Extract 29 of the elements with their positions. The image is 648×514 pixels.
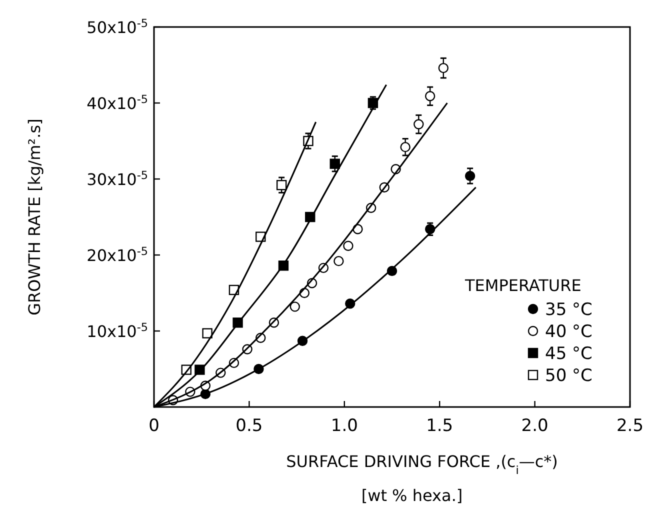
y-tick-label: 10x10$^{-5}$ xyxy=(86,320,148,341)
legend-label: 45 °C xyxy=(545,344,592,364)
y-tick-label: 40x10$^{-5}$ xyxy=(86,92,148,113)
point xyxy=(400,142,410,152)
legend-label: 35 °C xyxy=(545,300,592,320)
point xyxy=(424,91,436,102)
legend-title: TEMPERATURE xyxy=(464,276,582,295)
point xyxy=(330,158,340,169)
point xyxy=(202,328,212,338)
y-tick-label: 20x10$^{-5}$ xyxy=(86,244,148,265)
legend-label: 50 °C xyxy=(545,366,592,386)
y-axis-title: GROWTH RATE [kg/m².s] xyxy=(25,118,44,316)
x-tick-label: 1.0 xyxy=(330,416,358,436)
point xyxy=(290,302,300,312)
x-tick-label: 2.5 xyxy=(616,416,644,436)
text: SURFACE DRIVING FORCE ,(c$_{i}$—c*) [wt % hexa.] xyxy=(286,452,558,505)
point xyxy=(334,256,344,266)
x-tick-label: 0 xyxy=(148,416,160,436)
point xyxy=(464,170,476,182)
y-tick-label: 30x10$^{-5}$ xyxy=(86,168,148,189)
y-tick-label: 50x10$^{-5}$ xyxy=(86,16,148,37)
point xyxy=(276,180,287,190)
point xyxy=(438,62,449,74)
legend-label: 40 °C xyxy=(545,322,592,342)
point xyxy=(343,240,354,251)
point xyxy=(414,119,424,130)
x-tick-label: 0.5 xyxy=(236,416,263,436)
x-tick-label: 2.0 xyxy=(521,416,548,436)
x-tick-label: 1.5 xyxy=(426,416,454,436)
